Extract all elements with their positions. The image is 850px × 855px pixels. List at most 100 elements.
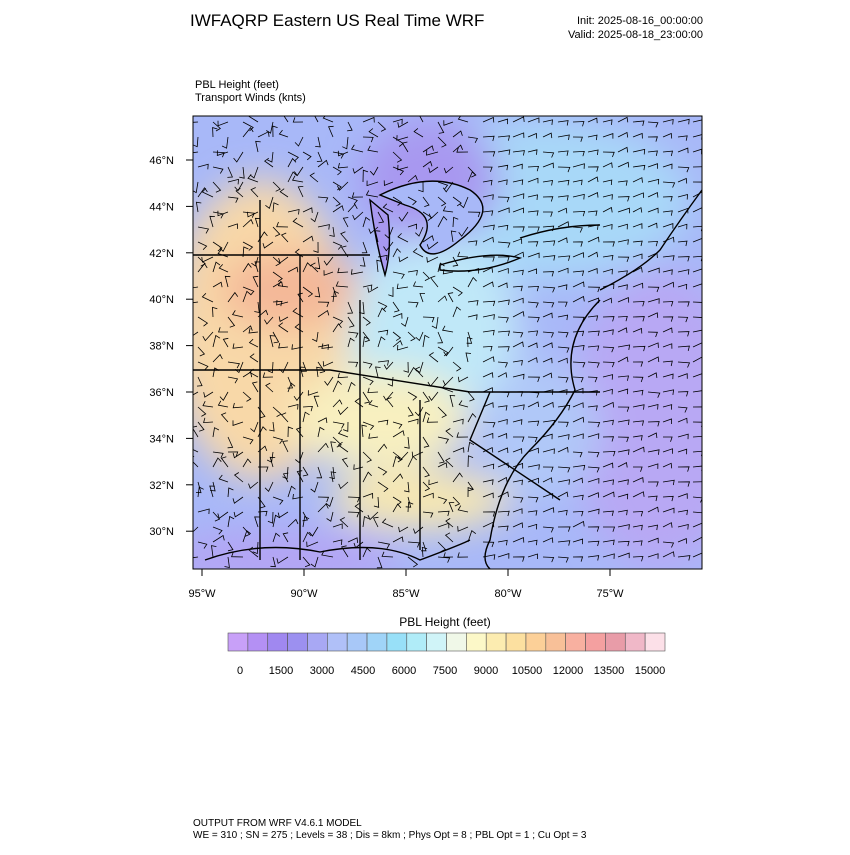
- wind-barb: [587, 149, 599, 156]
- wind-barb: [218, 264, 229, 273]
- footer-line: WE = 310 ; SN = 275 ; Levels = 38 ; Dis …: [193, 830, 587, 841]
- wind-barb: [557, 540, 571, 546]
- wind-barb: [212, 241, 223, 252]
- wind-barb: [232, 420, 244, 426]
- wind-barb: [572, 402, 584, 408]
- wind-barb: [227, 291, 239, 303]
- wind-barb: [224, 556, 230, 569]
- wind-barb: [632, 446, 645, 453]
- wind-barb: [497, 525, 509, 532]
- wind-barb: [497, 433, 508, 439]
- wind-barb: [321, 550, 334, 558]
- wind-barb: [677, 555, 691, 561]
- wind-barb: [242, 241, 254, 251]
- wind-barb: [242, 121, 254, 132]
- wind-barb: [368, 433, 379, 439]
- wind-barb: [647, 342, 659, 348]
- wind-barb: [342, 421, 349, 432]
- wind-barb: [467, 300, 479, 306]
- wind-barb: [497, 316, 509, 323]
- wind-barb: [557, 134, 570, 140]
- wind-barb: [302, 405, 313, 412]
- wind-barb: [280, 232, 289, 243]
- wind-barb: [692, 166, 702, 168]
- wind-barb: [647, 121, 659, 128]
- wind-barb: [617, 239, 629, 245]
- wind-barb: [677, 207, 689, 214]
- wind-barb: [482, 314, 495, 320]
- wind-barb: [617, 270, 628, 276]
- wind-barb: [632, 361, 644, 367]
- wind-barb: [482, 463, 495, 470]
- wind-barb: [254, 261, 261, 273]
- wind-barb: [377, 121, 387, 132]
- wind-barb: [209, 215, 215, 228]
- colorbar-box: [307, 632, 328, 652]
- wind-barb: [512, 479, 523, 486]
- wind-barb: [482, 135, 495, 142]
- wind-barb: [442, 206, 454, 213]
- wind-barb: [692, 406, 702, 412]
- colorbar-label: 4500: [351, 665, 375, 677]
- wind-barb: [677, 345, 690, 351]
- wind-barb: [465, 352, 472, 363]
- wind-barb: [387, 376, 394, 387]
- wind-barb: [217, 249, 229, 258]
- wind-barb: [587, 236, 600, 243]
- colorbar-label: 7500: [433, 665, 457, 677]
- colorbar-box: [346, 632, 368, 652]
- wind-barb: [302, 286, 314, 298]
- wind-barb: [572, 345, 585, 351]
- wind-barb: [362, 136, 374, 143]
- wind-barb: [347, 331, 359, 338]
- map-axes: 46°N 44°N 42°N 40°N 38°N 36°N 34°N 32°N 30°N 95°W…: [149, 155, 624, 600]
- wind-barb: [252, 541, 259, 555]
- wind-barb: [392, 421, 403, 429]
- wind-barb: [398, 211, 409, 222]
- wind-barb: [572, 510, 584, 517]
- wind-barb: [557, 267, 569, 274]
- wind-barb: [362, 116, 375, 123]
- wind-barb: [339, 517, 349, 528]
- wind-barb: [212, 451, 224, 458]
- wind-barb: [647, 391, 661, 398]
- wind-barb: [632, 477, 644, 483]
- wind-barb: [302, 515, 310, 528]
- wind-barb: [422, 436, 430, 448]
- wind-barb: [362, 391, 371, 404]
- wind-barb: [377, 419, 389, 426]
- wind-barb: [407, 270, 418, 276]
- wind-barb: [448, 502, 455, 513]
- wind-barb: [527, 316, 540, 323]
- wind-barb: [422, 492, 434, 499]
- wind-barb: [482, 541, 495, 548]
- wind-barb: [221, 136, 229, 149]
- wind-barb: [572, 121, 585, 127]
- wind-barb: [377, 541, 391, 549]
- wind-barb: [383, 391, 394, 401]
- wind-barb: [209, 485, 215, 498]
- colorbar-box: [267, 632, 288, 652]
- wind-barb: [392, 301, 400, 313]
- wind-barb: [647, 481, 659, 487]
- wind-barb: [267, 511, 274, 524]
- wind-barb: [310, 262, 319, 273]
- colorbar-box: [426, 632, 447, 652]
- wind-barb: [692, 481, 702, 483]
- wind-barb: [337, 372, 349, 379]
- wind-barb: [512, 132, 525, 138]
- colorbar-box: [327, 632, 348, 652]
- wind-barb: [264, 481, 274, 492]
- wind-barb: [617, 161, 630, 168]
- wind-barb: [632, 164, 646, 171]
- wind-barb: [292, 307, 304, 318]
- wind-barb: [201, 188, 214, 198]
- wind-barb: [392, 271, 405, 279]
- wind-barb: [272, 300, 283, 307]
- wind-barb: [617, 196, 630, 202]
- wind-barb: [272, 256, 281, 267]
- wind-barb: [497, 330, 511, 336]
- wind-barb: [677, 417, 688, 424]
- wind-barb: [647, 432, 658, 439]
